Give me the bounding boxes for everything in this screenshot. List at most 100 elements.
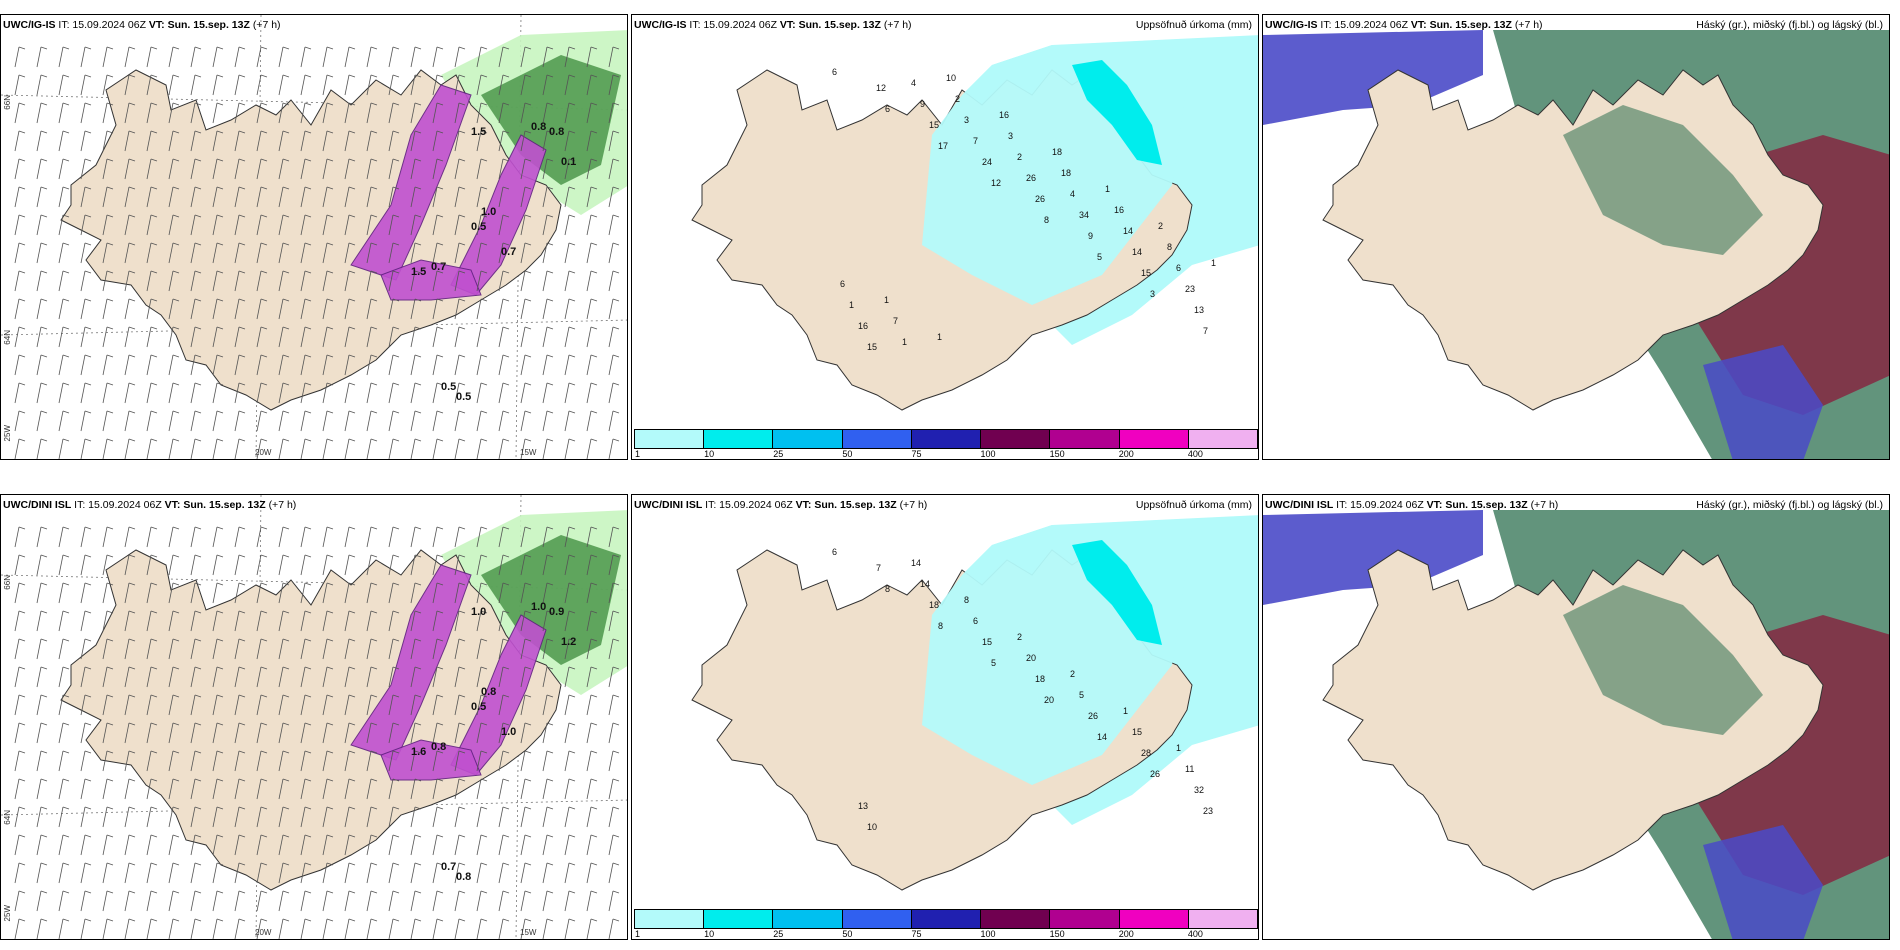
- wind-barb: [256, 918, 268, 939]
- wind-barb: [542, 326, 554, 348]
- wind-barb: [146, 354, 158, 376]
- wind-barb: [168, 74, 180, 96]
- wind-barb: [542, 750, 554, 772]
- wind-barb: [520, 298, 532, 320]
- wind-barb: [366, 918, 378, 939]
- precip-area-cyan: [1072, 540, 1162, 645]
- wind-barb: [542, 694, 554, 716]
- wind-barb: [586, 214, 598, 236]
- wind-barb: [234, 666, 246, 688]
- precip-band: [350, 84, 472, 281]
- wind-barb: [410, 130, 422, 152]
- wind-barb: [586, 354, 598, 376]
- wind-barb: [36, 750, 48, 772]
- wind-barb: [322, 722, 334, 744]
- wind-barb: [300, 862, 312, 884]
- precip-value-label: 14: [920, 579, 930, 589]
- wind-barb: [520, 74, 532, 96]
- wind-barb: [410, 666, 422, 688]
- wind-barb: [388, 890, 400, 912]
- wind-barb: [586, 526, 598, 548]
- wind-barb: [36, 890, 48, 912]
- precip-value-label: 2: [1017, 632, 1022, 642]
- wind-barb: [58, 582, 70, 604]
- wind-barb: [256, 382, 268, 404]
- wind-barb: [212, 862, 224, 884]
- precip-band: [380, 259, 482, 301]
- precip-value-label: 26: [1150, 769, 1160, 779]
- wind-barb: [520, 918, 532, 939]
- wind-barb: [102, 46, 114, 68]
- wind-barb: [410, 526, 422, 548]
- wind-barb: [212, 326, 224, 348]
- wind-barb: [322, 610, 334, 632]
- wind-barb: [278, 326, 290, 348]
- wind-barb: [476, 74, 488, 96]
- wind-barb: [58, 918, 70, 939]
- wind-barb: [300, 46, 312, 68]
- wind-barb: [146, 890, 158, 912]
- wind-barb: [256, 214, 268, 236]
- wind-barb: [80, 666, 92, 688]
- wind-barb: [586, 130, 598, 152]
- wind-barb: [366, 214, 378, 236]
- wind-barb: [234, 326, 246, 348]
- wind-barb: [520, 214, 532, 236]
- wind-barb: [366, 694, 378, 716]
- wind-barb: [80, 694, 92, 716]
- precip-value-label: 18: [929, 600, 939, 610]
- wind-barb: [190, 354, 202, 376]
- wind-barb: [608, 918, 620, 939]
- wind-barb: [322, 438, 334, 459]
- wind-barb: [432, 918, 444, 939]
- precip-value-label: 20: [1026, 653, 1036, 663]
- wind-barb: [476, 354, 488, 376]
- wind-barb: [542, 298, 554, 320]
- wind-value-label: 1.0: [481, 206, 496, 218]
- wind-barb: [234, 74, 246, 96]
- wind-barb: [564, 242, 576, 264]
- wind-barb: [124, 666, 136, 688]
- wind-barb: [80, 806, 92, 828]
- wind-barb: [498, 890, 510, 912]
- wind-barb: [586, 74, 598, 96]
- wind-barb: [366, 638, 378, 660]
- wind-barb: [564, 694, 576, 716]
- legend-swatch: [1119, 910, 1189, 928]
- wind-barb: [432, 806, 444, 828]
- wind-barb: [234, 918, 246, 939]
- wind-barb: [14, 158, 26, 180]
- legend-tick-label: 150: [1049, 449, 1065, 459]
- wind-barb: [212, 890, 224, 912]
- wind-barb: [454, 862, 466, 884]
- wind-barb: [256, 242, 268, 264]
- wind-barb: [344, 778, 356, 800]
- wind-barb: [190, 158, 202, 180]
- wind-barb: [498, 46, 510, 68]
- wind-barb: [168, 270, 180, 292]
- wind-barb: [58, 694, 70, 716]
- wind-barb: [168, 382, 180, 404]
- wind-map: 1.0 0.91.21.00.80.50.81.61.00.70.8: [1, 495, 627, 939]
- wind-barb: [256, 298, 268, 320]
- wind-barb: [476, 722, 488, 744]
- wind-map: 0.8 0.80.11.51.00.50.71.50.70.50.5: [1, 15, 627, 459]
- wind-barb: [520, 834, 532, 856]
- wind-barb: [454, 722, 466, 744]
- wind-barb: [256, 158, 268, 180]
- wind-barb: [58, 242, 70, 264]
- wind-barb: [36, 862, 48, 884]
- wind-barb: [102, 438, 114, 459]
- wind-barb: [190, 438, 202, 459]
- wind-barb: [498, 326, 510, 348]
- wind-barb: [410, 582, 422, 604]
- wind-barb: [608, 186, 620, 208]
- wind-barb: [432, 158, 444, 180]
- wind-barb: [190, 778, 202, 800]
- wind-barb: [278, 806, 290, 828]
- wind-barb: [256, 326, 268, 348]
- wind-barb: [14, 214, 26, 236]
- legend-swatch: [635, 910, 705, 928]
- wind-barb: [344, 186, 356, 208]
- wind-barb: [586, 438, 598, 459]
